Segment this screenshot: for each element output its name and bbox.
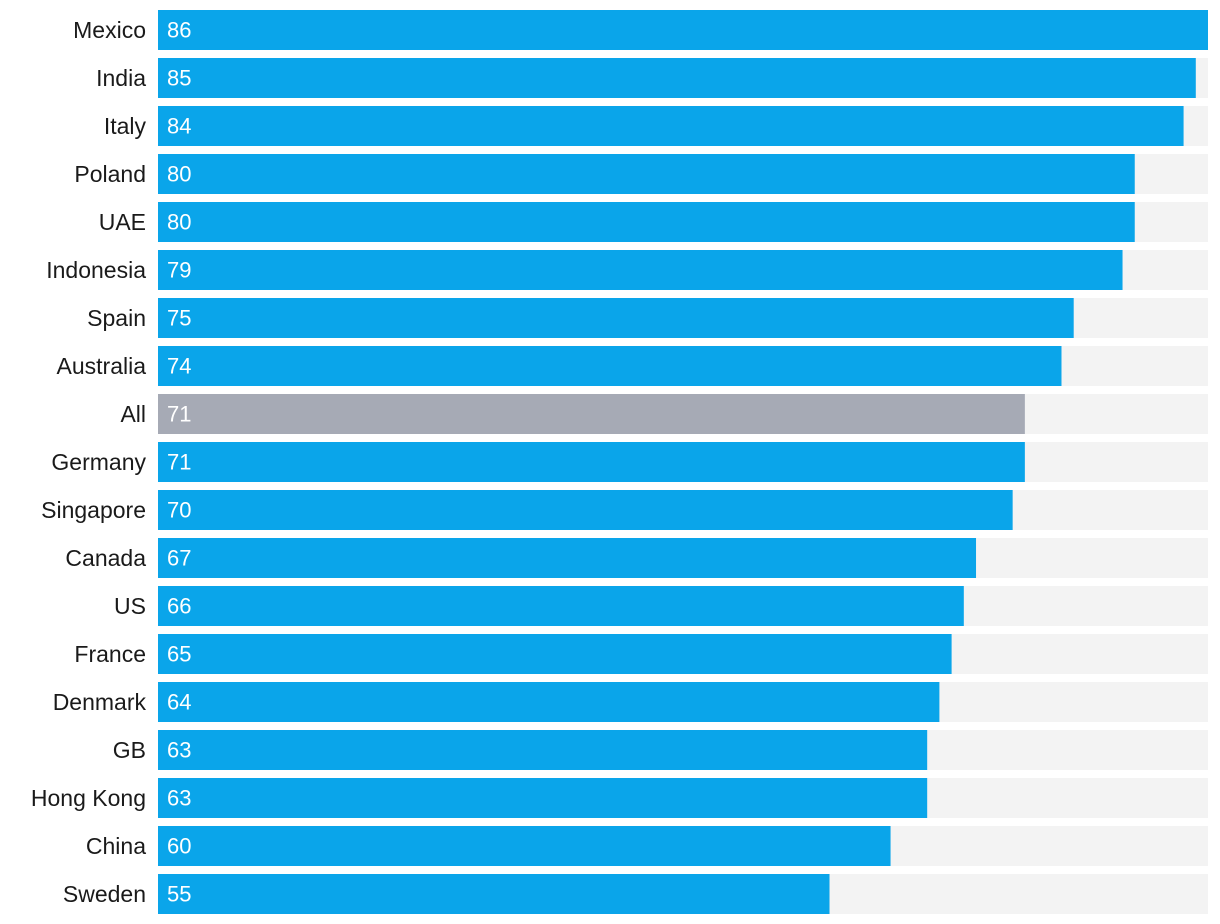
category-label-canada: Canada xyxy=(65,545,146,571)
value-label-indonesia: 79 xyxy=(167,258,191,283)
value-label-canada: 67 xyxy=(167,546,191,571)
value-label-us: 66 xyxy=(167,594,191,619)
bar-row-india: India 85 xyxy=(96,58,1208,98)
bar-australia xyxy=(158,346,1062,386)
category-label-gb: GB xyxy=(113,737,146,763)
bar-germany xyxy=(158,442,1025,482)
bar-row-canada: Canada 67 xyxy=(65,538,1208,578)
value-label-spain: 75 xyxy=(167,306,191,331)
value-label-uae: 80 xyxy=(167,210,191,235)
bar-row-all: All 71 xyxy=(120,394,1208,434)
bar-china xyxy=(158,826,891,866)
value-label-poland: 80 xyxy=(167,162,191,187)
value-label-singapore: 70 xyxy=(167,498,191,523)
bar-all xyxy=(158,394,1025,434)
category-label-sweden: Sweden xyxy=(63,881,146,907)
value-label-mexico: 86 xyxy=(167,18,191,43)
bar-poland xyxy=(158,154,1135,194)
category-label-india: India xyxy=(96,65,146,91)
category-label-denmark: Denmark xyxy=(53,689,147,715)
bar-singapore xyxy=(158,490,1013,530)
value-label-italy: 84 xyxy=(167,114,191,139)
category-label-australia: Australia xyxy=(57,353,147,379)
bar-row-germany: Germany 71 xyxy=(51,442,1208,482)
bar-row-china: China 60 xyxy=(86,826,1208,866)
category-label-poland: Poland xyxy=(74,161,146,187)
bar-uae xyxy=(158,202,1135,242)
bar-row-poland: Poland 80 xyxy=(74,154,1208,194)
bar-row-spain: Spain 75 xyxy=(87,298,1208,338)
bar-canada xyxy=(158,538,977,578)
bar-india xyxy=(158,58,1196,98)
bar-row-hong-kong: Hong Kong 63 xyxy=(31,778,1208,818)
value-label-india: 85 xyxy=(167,66,191,91)
bar-row-sweden: Sweden 55 xyxy=(63,874,1208,914)
category-label-singapore: Singapore xyxy=(41,497,146,523)
bar-us xyxy=(158,586,964,626)
category-label-italy: Italy xyxy=(104,113,147,139)
bar-row-us: US 66 xyxy=(114,586,1208,626)
bar-row-france: France 65 xyxy=(74,634,1208,674)
bar-row-singapore: Singapore 70 xyxy=(41,490,1208,530)
bar-gb xyxy=(158,730,928,770)
category-label-france: France xyxy=(74,641,146,667)
bar-spain xyxy=(158,298,1074,338)
bar-denmark xyxy=(158,682,940,722)
bar-row-italy: Italy 84 xyxy=(104,106,1208,146)
category-label-uae: UAE xyxy=(99,209,146,235)
bar-row-uae: UAE 80 xyxy=(99,202,1208,242)
category-label-us: US xyxy=(114,593,146,619)
value-label-gb: 63 xyxy=(167,738,191,763)
bar-indonesia xyxy=(158,250,1123,290)
bar-italy xyxy=(158,106,1184,146)
bar-row-indonesia: Indonesia 79 xyxy=(46,250,1208,290)
bar-row-gb: GB 63 xyxy=(113,730,1208,770)
category-label-china: China xyxy=(86,833,146,859)
value-label-germany: 71 xyxy=(167,450,191,475)
category-label-all: All xyxy=(120,401,146,427)
bar-row-australia: Australia 74 xyxy=(57,346,1208,386)
bar-hong-kong xyxy=(158,778,928,818)
category-label-indonesia: Indonesia xyxy=(46,257,146,283)
bar-row-denmark: Denmark 64 xyxy=(53,682,1208,722)
bar-france xyxy=(158,634,952,674)
bar-sweden xyxy=(158,874,830,914)
value-label-china: 60 xyxy=(167,834,191,859)
value-label-hong-kong: 63 xyxy=(167,786,191,811)
value-label-sweden: 55 xyxy=(167,882,191,907)
category-label-spain: Spain xyxy=(87,305,146,331)
bar-row-mexico: Mexico 86 xyxy=(73,10,1208,50)
value-label-denmark: 64 xyxy=(167,690,191,715)
value-label-all: 71 xyxy=(167,402,191,427)
category-label-hong-kong: Hong Kong xyxy=(31,785,146,811)
value-label-australia: 74 xyxy=(167,354,191,379)
category-label-mexico: Mexico xyxy=(73,17,146,43)
category-label-germany: Germany xyxy=(51,449,146,475)
bar-mexico xyxy=(158,10,1208,50)
value-label-france: 65 xyxy=(167,642,191,667)
